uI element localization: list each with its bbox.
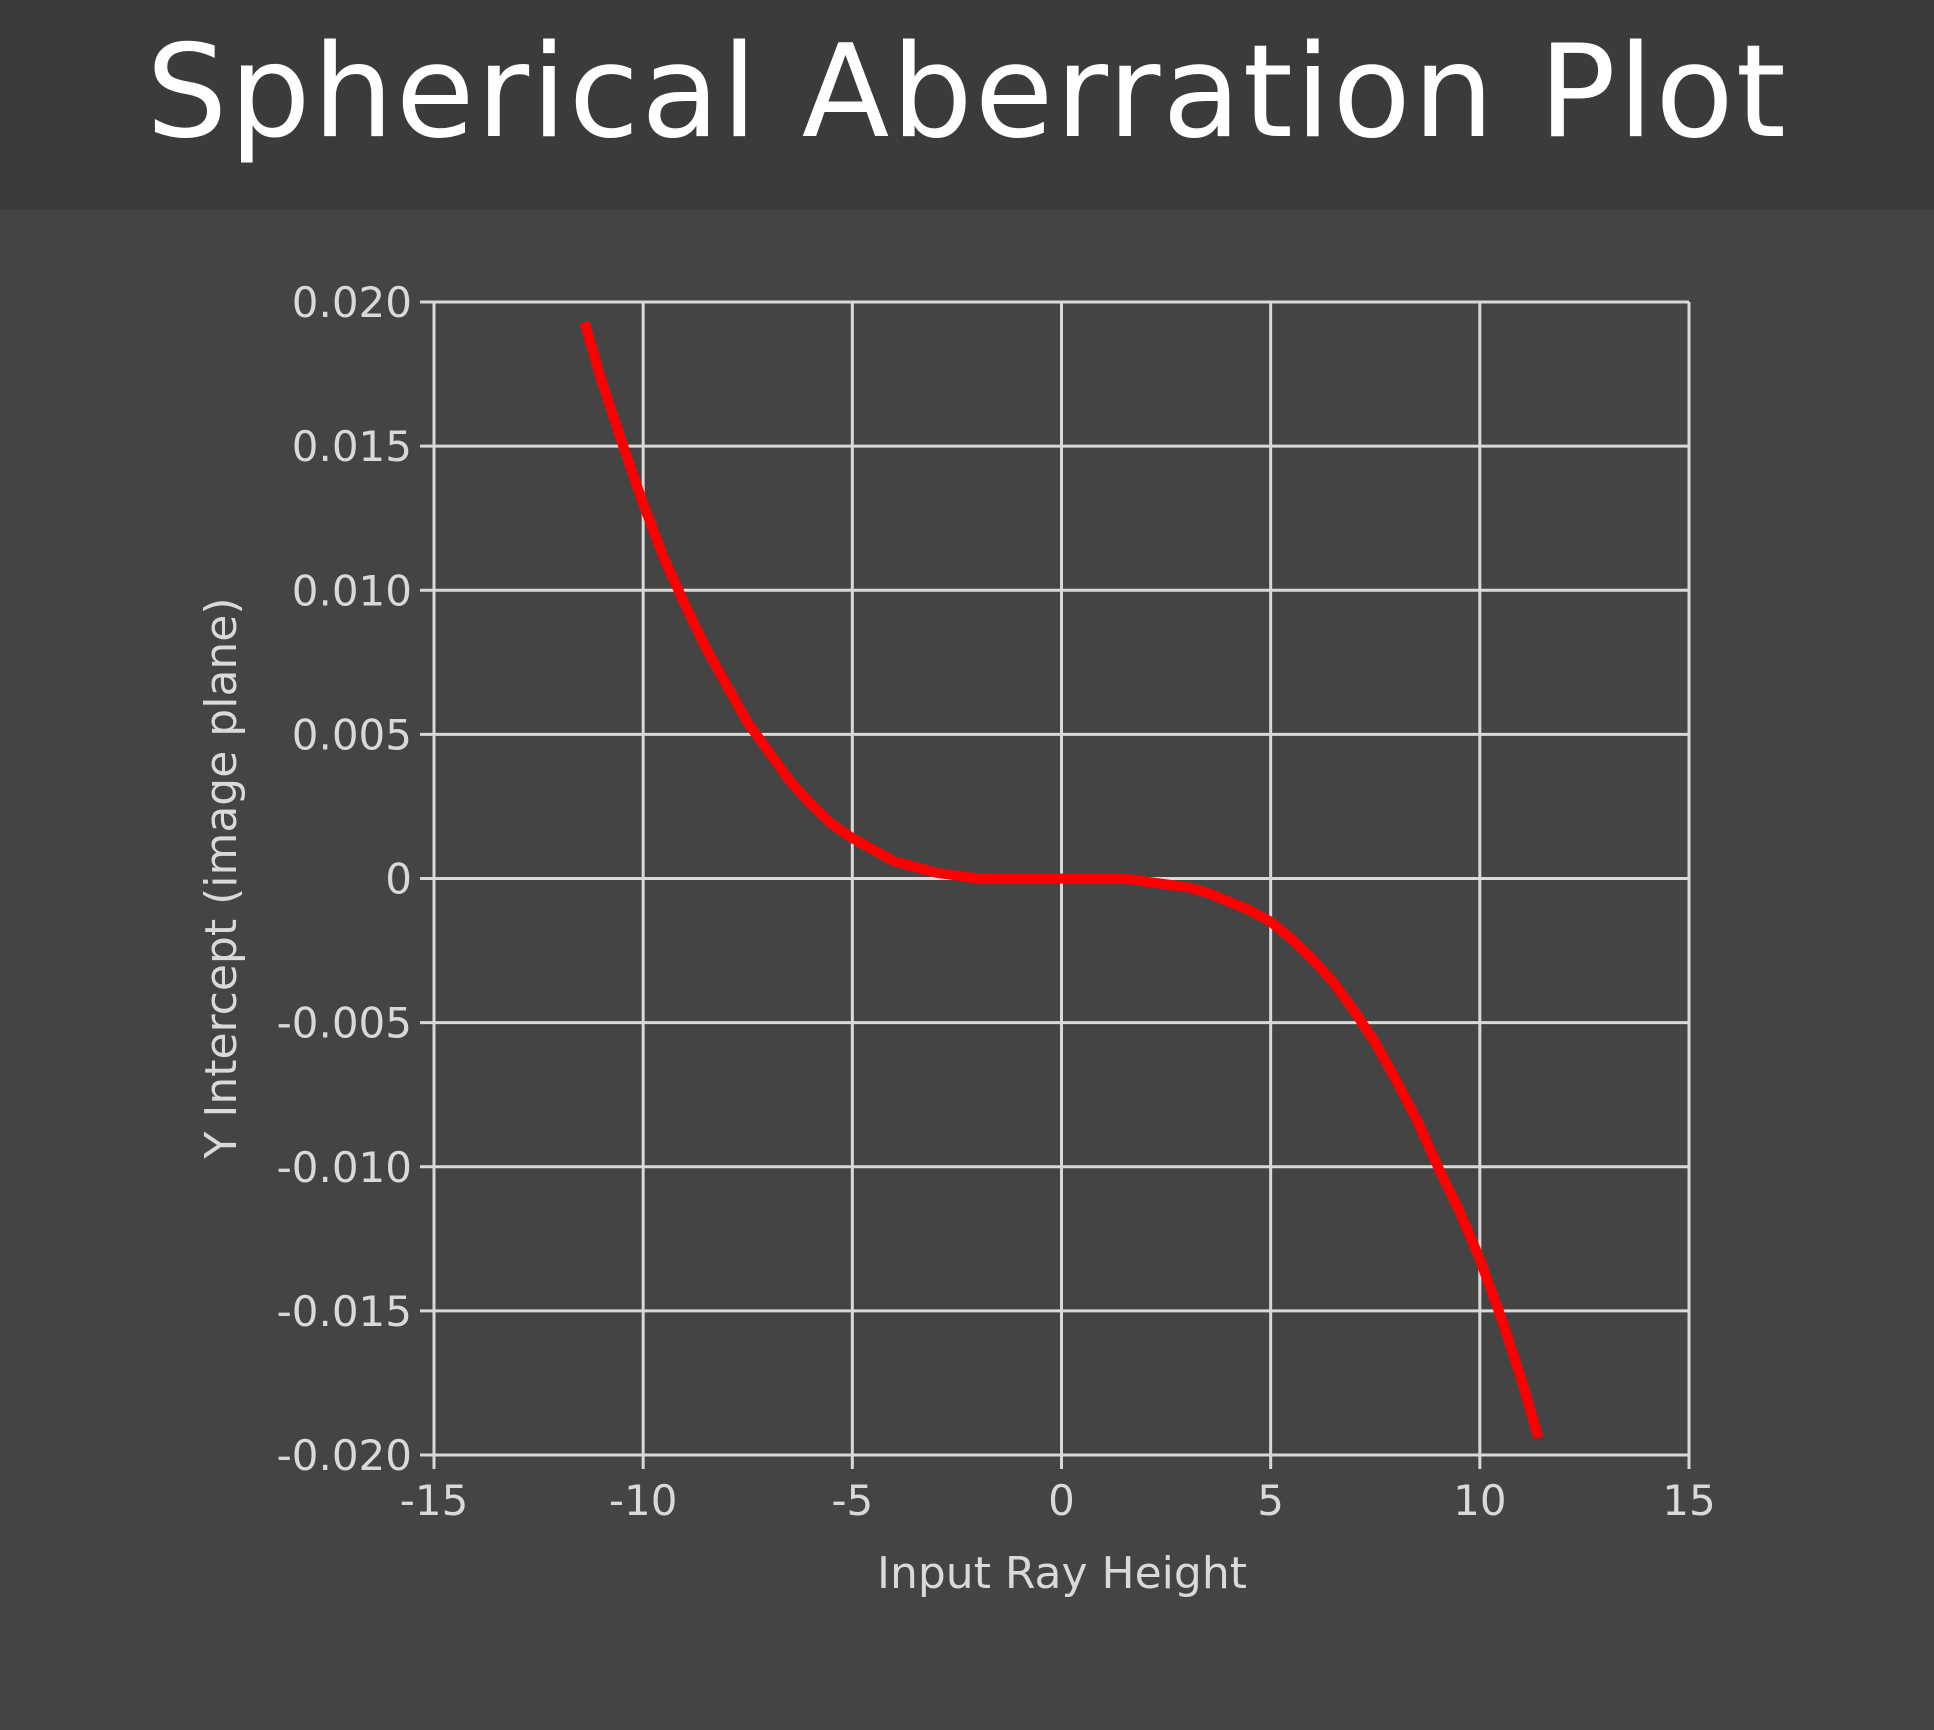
y-tick-label: 0.020: [292, 278, 412, 327]
spherical-aberration-chart: -15 -10 -5 0 5 10 15 0.020 0.015 0.010 0.005 0 -0.00…: [196, 278, 1716, 1599]
x-tick-label: -15: [400, 1476, 469, 1525]
y-tick-label: 0.005: [292, 710, 412, 759]
y-axis-label: Y Intercept (image plane): [196, 597, 247, 1159]
series: [579, 320, 1544, 1440]
series-line: [579, 320, 1544, 1440]
y-tick-label: -0.015: [277, 1287, 412, 1336]
title-bar: Spherical Aberration Plot: [0, 0, 1934, 210]
y-tick-label: -0.010: [277, 1143, 412, 1192]
axis-ticks: -15 -10 -5 0 5 10 15 0.020 0.015 0.010 0.005 0 -0.00…: [277, 278, 1716, 1525]
chart-title: Spherical Aberration Plot: [146, 18, 1788, 167]
x-tick-label: -5: [831, 1476, 873, 1525]
x-tick-label: 15: [1662, 1476, 1715, 1525]
y-tick-label: -0.005: [277, 999, 412, 1048]
x-tick-label: -10: [609, 1476, 678, 1525]
x-tick-label: 5: [1257, 1476, 1284, 1525]
x-axis-label: Input Ray Height: [877, 1548, 1247, 1599]
y-tick-label: -0.020: [277, 1431, 412, 1480]
x-tick-label: 10: [1453, 1476, 1506, 1525]
y-tick-label: 0.010: [292, 566, 412, 615]
y-tick-label: 0.015: [292, 422, 412, 471]
x-tick-label: 0: [1048, 1476, 1075, 1525]
chart-area: -15 -10 -5 0 5 10 15 0.020 0.015 0.010 0.005 0 -0.00…: [0, 210, 1934, 1725]
grid: [432, 300, 1691, 1457]
y-tick-label: 0: [385, 855, 412, 904]
